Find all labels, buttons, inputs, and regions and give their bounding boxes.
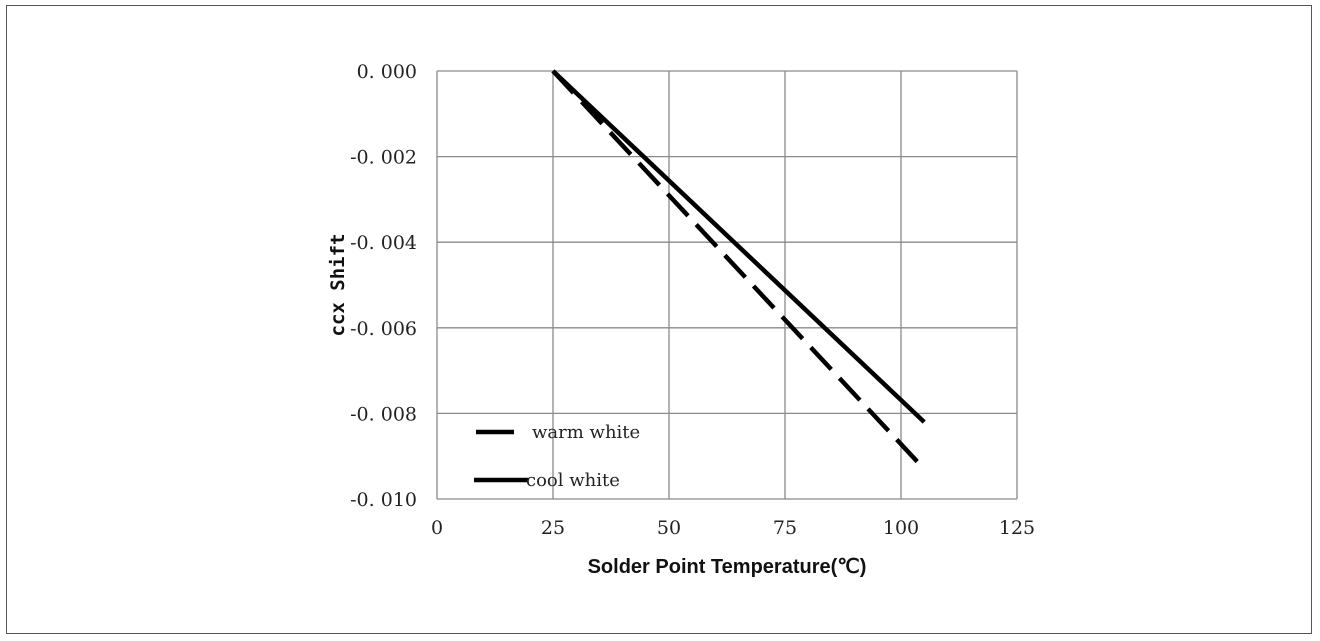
y-tick-label: -0. 010 (350, 489, 417, 511)
x-tick-label: 50 (657, 517, 681, 539)
x-axis-ticks: 0 25 50 75 100 125 (431, 517, 1035, 539)
chart-legend: warm white cool white (474, 422, 640, 491)
y-tick-label: -0. 004 (350, 232, 417, 254)
series-line-cool-white (551, 69, 926, 424)
x-axis-label: Solder Point Temperature(℃) (588, 556, 867, 578)
x-tick-label: 75 (773, 517, 797, 539)
chart-series (551, 69, 926, 471)
legend-label: cool white (526, 470, 620, 491)
chart-grid (436, 70, 1018, 500)
x-tick-label: 100 (883, 517, 919, 539)
y-tick-label: -0. 008 (350, 403, 417, 425)
x-tick-label: 0 (431, 517, 443, 539)
legend-label: warm white (532, 422, 640, 443)
chart-frame (6, 5, 1312, 634)
y-tick-label: 0. 000 (357, 61, 417, 83)
y-axis-ticks: 0. 000 -0. 002 -0. 004 -0. 006 -0. 008 -0. 01… (350, 61, 417, 511)
y-axis-label: ccx Shift (327, 234, 349, 337)
x-tick-label: 25 (541, 517, 565, 539)
y-tick-label: -0. 002 (350, 147, 417, 169)
series-line-warm-white (551, 69, 926, 471)
x-tick-label: 125 (999, 517, 1035, 539)
y-tick-label: -0. 006 (350, 318, 417, 340)
